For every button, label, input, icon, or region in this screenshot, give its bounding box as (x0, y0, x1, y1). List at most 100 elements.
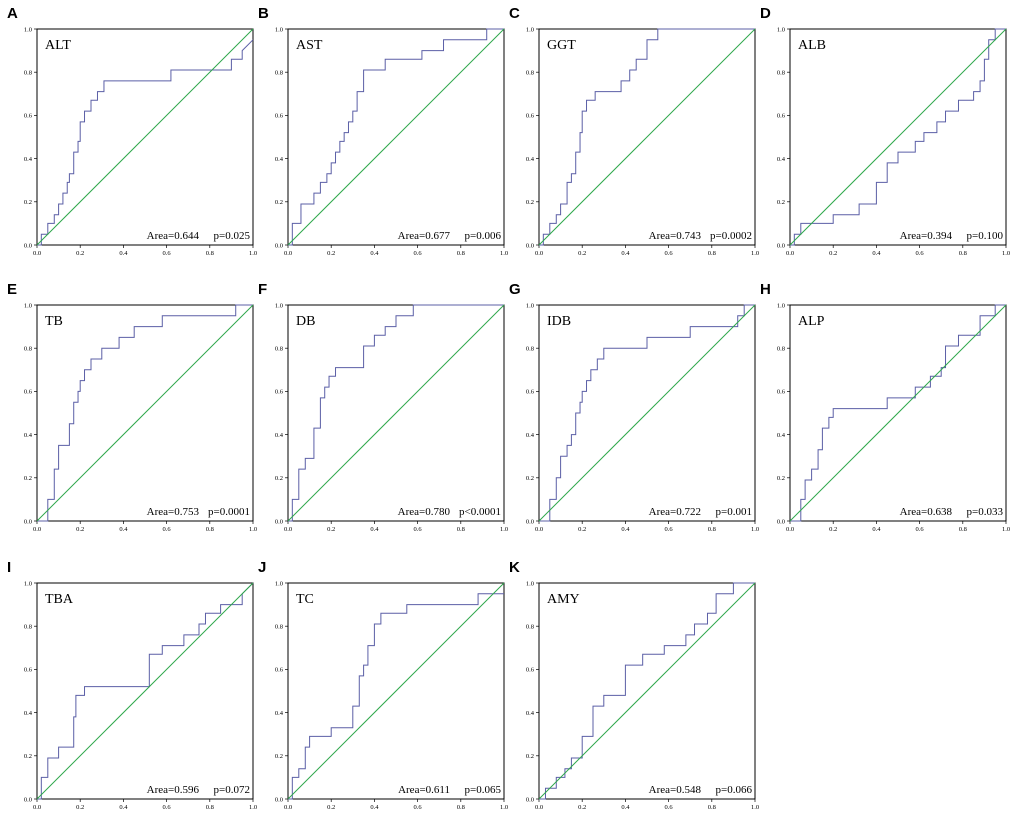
x-tick-label: 0.6 (665, 250, 674, 257)
x-tick-label: 0.0 (535, 250, 543, 257)
x-tick-label: 1.0 (1002, 526, 1010, 533)
p-value: p=0.072 (214, 784, 250, 796)
y-tick-label: 1.0 (777, 26, 785, 33)
marker-label: DB (296, 314, 315, 329)
y-tick-label: 0.4 (526, 432, 535, 439)
reference-line (789, 304, 1007, 522)
roc-curve (288, 304, 504, 522)
x-tick-label: 0.6 (163, 250, 172, 257)
panel-letter: H (760, 281, 771, 298)
p-value: p=0.006 (465, 230, 502, 242)
x-tick-label: 0.8 (959, 526, 967, 533)
auc-value: Area=0.743 (649, 230, 702, 242)
auc-value: Area=0.394 (900, 230, 953, 242)
x-tick-label: 0.8 (708, 804, 716, 811)
x-tick-label: 0.2 (327, 250, 335, 257)
roc-panel-f: F 0.0 0.2 0.4 0.6 0.8 1.0 0.0 0.2 0.4 0.6 0.8 1.0 DB A… (258, 281, 508, 533)
reference-line (789, 28, 1007, 246)
reference-line (538, 582, 756, 800)
x-tick-label: 1.0 (500, 804, 508, 811)
roc-panel-b: B 0.0 0.2 0.4 0.6 0.8 1.0 0.0 0.2 0.4 0.6 0.8 1.0 AST… (258, 5, 508, 257)
auc-value: Area=0.780 (398, 506, 451, 518)
marker-label: ALT (45, 38, 71, 53)
y-tick-label: 0.2 (777, 199, 785, 206)
y-tick-label: 0.0 (275, 242, 283, 249)
y-tick-label: 0.8 (275, 70, 283, 77)
y-tick-label: 0.4 (275, 156, 284, 163)
roc-curve (37, 304, 253, 522)
y-tick-label: 0.2 (526, 199, 534, 206)
x-tick-label: 0.4 (872, 526, 881, 533)
auc-value: Area=0.644 (147, 230, 200, 242)
y-tick-label: 1.0 (24, 302, 32, 309)
x-tick-label: 0.6 (665, 804, 674, 811)
panel-letter: J (258, 559, 266, 576)
x-tick-label: 0.8 (206, 250, 214, 257)
roc-curve (790, 304, 1006, 522)
y-tick-label: 0.2 (526, 753, 534, 760)
x-tick-label: 0.4 (119, 526, 128, 533)
p-value: p=0.001 (716, 506, 752, 518)
panel-letter: F (258, 281, 267, 298)
x-tick-label: 0.2 (829, 526, 837, 533)
reference-line (538, 304, 756, 522)
panel-letter: D (760, 5, 771, 22)
x-tick-label: 0.8 (708, 250, 716, 257)
y-tick-label: 0.8 (777, 70, 785, 77)
marker-label: AMY (547, 592, 580, 607)
y-tick-label: 0.2 (24, 753, 32, 760)
y-tick-label: 0.0 (526, 518, 534, 525)
y-tick-label: 0.2 (777, 475, 785, 482)
auc-value: Area=0.722 (649, 506, 701, 518)
y-tick-label: 0.6 (24, 113, 33, 120)
y-tick-label: 0.8 (24, 346, 32, 353)
x-tick-label: 0.2 (578, 250, 586, 257)
x-tick-label: 0.8 (206, 804, 214, 811)
reference-line (538, 28, 756, 246)
y-tick-label: 1.0 (24, 26, 32, 33)
panel-letter: G (509, 281, 521, 298)
y-tick-label: 0.8 (275, 346, 283, 353)
roc-curve (37, 582, 254, 800)
y-tick-label: 0.0 (526, 796, 534, 803)
x-tick-label: 0.8 (959, 250, 967, 257)
roc-curve (539, 582, 755, 800)
marker-label: ALB (798, 38, 826, 53)
auc-value: Area=0.596 (147, 784, 200, 796)
x-tick-label: 0.2 (829, 250, 837, 257)
roc-curve (288, 593, 504, 800)
x-tick-label: 1.0 (249, 250, 257, 257)
marker-label: TBA (45, 592, 74, 607)
x-tick-label: 1.0 (751, 804, 759, 811)
roc-panel-i: I 0.0 0.2 0.4 0.6 0.8 1.0 0.0 0.2 0.4 0.6 0.8 1.0 TBA… (7, 559, 257, 811)
y-tick-label: 0.8 (24, 70, 32, 77)
x-tick-label: 1.0 (751, 250, 759, 257)
auc-value: Area=0.753 (147, 506, 200, 518)
y-tick-label: 0.6 (24, 667, 33, 674)
x-tick-label: 0.0 (284, 250, 292, 257)
roc-panel-e: E 0.0 0.2 0.4 0.6 0.8 1.0 0.0 0.2 0.4 0.6 0.8 1.0 TB A… (7, 281, 257, 533)
y-tick-label: 0.2 (275, 475, 283, 482)
panel-letter: B (258, 5, 269, 22)
roc-panel-k: K 0.0 0.2 0.4 0.6 0.8 1.0 0.0 0.2 0.4 0.6 0.8 1.0 AMY… (509, 559, 759, 811)
y-tick-label: 0.0 (24, 518, 32, 525)
x-tick-label: 0.4 (872, 250, 881, 257)
auc-value: Area=0.611 (398, 784, 450, 796)
x-tick-label: 0.0 (33, 526, 41, 533)
y-tick-label: 0.4 (275, 432, 284, 439)
y-tick-label: 0.0 (24, 242, 32, 249)
y-tick-label: 0.0 (777, 518, 785, 525)
x-tick-label: 0.6 (414, 804, 423, 811)
p-value: p=0.033 (967, 506, 1004, 518)
y-tick-label: 0.0 (526, 242, 534, 249)
y-tick-label: 0.2 (275, 199, 283, 206)
reference-line (36, 304, 254, 522)
y-tick-label: 0.2 (24, 475, 32, 482)
y-tick-label: 1.0 (275, 26, 283, 33)
y-tick-label: 0.6 (526, 113, 535, 120)
x-tick-label: 0.4 (621, 526, 630, 533)
y-tick-label: 0.4 (526, 710, 535, 717)
reference-line (36, 582, 254, 800)
reference-line (287, 304, 505, 522)
